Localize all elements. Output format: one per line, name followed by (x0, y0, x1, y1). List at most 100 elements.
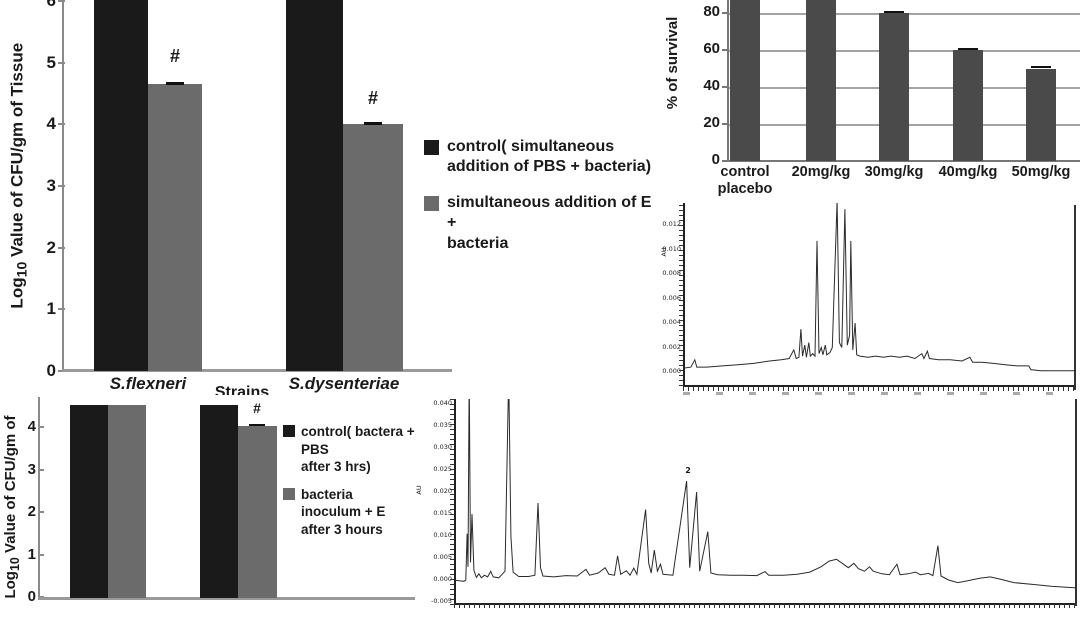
tick-label: 60 (686, 40, 728, 60)
tick-label: 1 (26, 299, 65, 319)
tick-label: 0.012 (662, 220, 681, 228)
survival-x-category-labels: control placebo 20mg/kg 30mg/kg 40mg/kg 50mg… (718, 164, 1080, 204)
category-label: S.flexneri (109, 374, 187, 393)
chromatogram-small-x-axis (683, 385, 1076, 387)
category-label: S.dysenteriae (288, 374, 400, 393)
error-bar (166, 82, 184, 85)
error-bar (884, 11, 904, 13)
tick-label: -0.005 (431, 597, 452, 605)
cfu-tissue-x-category-labels: S.flexneri S.dysenteriae (62, 374, 452, 400)
tick-label: 0.040 (433, 399, 452, 407)
bar-20mgkg (806, 0, 836, 161)
tick-label: 0.010 (433, 531, 452, 539)
cfu-3hr-y-axis (38, 397, 40, 599)
bar-sdysenteriae-treated (343, 124, 403, 371)
bar-30mgkg (879, 13, 909, 161)
legend-swatch-black (424, 140, 439, 155)
legend-swatch-gray (424, 195, 439, 211)
tick-label: 0.020 (433, 487, 452, 495)
bar-control-placebo (730, 0, 760, 161)
tick-label: 0 (686, 151, 728, 171)
significance-hash: # (253, 400, 261, 416)
tick-label: 0.000 (662, 367, 681, 375)
chromatogram-small-y-axis (683, 203, 685, 386)
tick-label: 20 (686, 114, 728, 134)
peak-2-label: 2 (685, 466, 691, 475)
tick-label: 2 (26, 238, 65, 258)
chromatogram-large-x-minor-ticks (454, 604, 1077, 608)
tick-label: 0.008 (662, 269, 681, 277)
legend-label: control( simultaneous addition of PBS + b… (447, 138, 652, 176)
chromatogram-small-right-border (1074, 205, 1076, 390)
survival-y-axis (727, 0, 729, 162)
error-bar (364, 122, 382, 125)
chromatogram-small-y-tick-labels: 0.012 0.010 0.008 0.006 0.004 0.002 0.000 (656, 196, 681, 400)
tick-label: 4 (10, 418, 44, 438)
chromatogram-large-right-border (1075, 399, 1077, 606)
cfu-3hr-legend: control( bactera + PBS after 3 hrs) bacte… (283, 423, 415, 548)
chromatogram-large-y-tick-labels: 0.040 0.035 0.030 0.025 0.020 0.015 0.010 0.005… (422, 395, 452, 608)
chromatogram-small-y-minor-ticks (679, 205, 683, 386)
tick-label: 4 (26, 114, 65, 134)
category-label: 20mg/kg (791, 164, 851, 180)
legend-label: simultaneous addition of E + bacteria (447, 193, 652, 252)
chromatogram-small-x-minor-ticks (683, 387, 1076, 391)
chromatogram-small-x-tick-labels (683, 392, 1076, 395)
tick-label: 3 (26, 176, 65, 196)
legend-item-control: control( bactera + PBS after 3 hrs) (283, 423, 415, 476)
category-label: 40mg/kg (938, 164, 998, 180)
cfu-tissue-legend: control( simultaneous addition of PBS + b… (424, 137, 660, 269)
error-bar (249, 424, 265, 426)
tick-label: 0.010 (662, 244, 681, 253)
tick-label: 0.006 (662, 293, 681, 302)
cfu-tissue-y-axis (62, 0, 64, 372)
chromatogram-small-trace (683, 203, 1076, 372)
tick-label: 0.002 (662, 342, 681, 351)
survival-x-axis (727, 160, 1080, 162)
tick-label: 0.004 (662, 318, 681, 326)
bar-group1-treated (108, 404, 146, 598)
bar-sdysenteriae-control (286, 0, 343, 371)
tick-label: 0 (10, 588, 44, 608)
bar-sflexneri-treated (148, 84, 202, 371)
category-label: 30mg/kg (864, 164, 924, 180)
cfu-tissue-y-tick-labels: 6 5 4 3 2 1 0 (26, 0, 65, 381)
cfu-3hr-y-tick-labels: 4 3 2 1 0 (10, 396, 44, 608)
significance-hash: # (367, 88, 378, 108)
legend-label: control( bactera + PBS after 3 hrs) (301, 424, 415, 475)
bar-group2-treated (238, 425, 277, 598)
tick-label: 5 (26, 53, 65, 73)
tick-label: 0.000 (433, 575, 452, 583)
bar-40mgkg (953, 50, 983, 161)
tick-label: 6 (26, 0, 65, 11)
category-label: 50mg/kg (1011, 164, 1071, 180)
chromatogram-large-trace (454, 399, 1076, 589)
tick-label: 0.035 (433, 421, 452, 429)
tick-label: 80 (686, 3, 728, 23)
tick-label: 40 (686, 77, 728, 97)
tick-label: 1 (10, 546, 44, 566)
legend-item-treated: simultaneous addition of E + bacteria (424, 193, 660, 254)
chromatogram-large-y-minor-ticks (450, 399, 454, 605)
bar-sflexneri-control (94, 0, 148, 371)
figure-collage: { "colors": { "black_bar": "#1a1a1a", "g… (0, 0, 1080, 608)
survival-y-axis-label: % of survival (664, 16, 681, 110)
legend-swatch-black (283, 425, 295, 437)
bar-50mgkg (1026, 68, 1056, 161)
legend-swatch-gray (283, 487, 295, 500)
error-bar (1031, 66, 1051, 68)
cfu-3hr-x-axis (38, 597, 415, 600)
tick-label: 0.025 (433, 465, 452, 473)
category-label: control placebo (717, 164, 773, 197)
tick-label: 0 (26, 361, 65, 381)
significance-hash: # (169, 46, 180, 66)
survival-y-tick-labels: 80 60 40 20 0 (686, 0, 728, 175)
bar-group1-control (70, 404, 108, 598)
error-bar (958, 48, 978, 50)
tick-label: 0.030 (433, 443, 452, 451)
tick-label: 0.005 (433, 553, 452, 561)
tick-label: 2 (10, 503, 44, 523)
cfu-tissue-x-axis (62, 369, 452, 372)
